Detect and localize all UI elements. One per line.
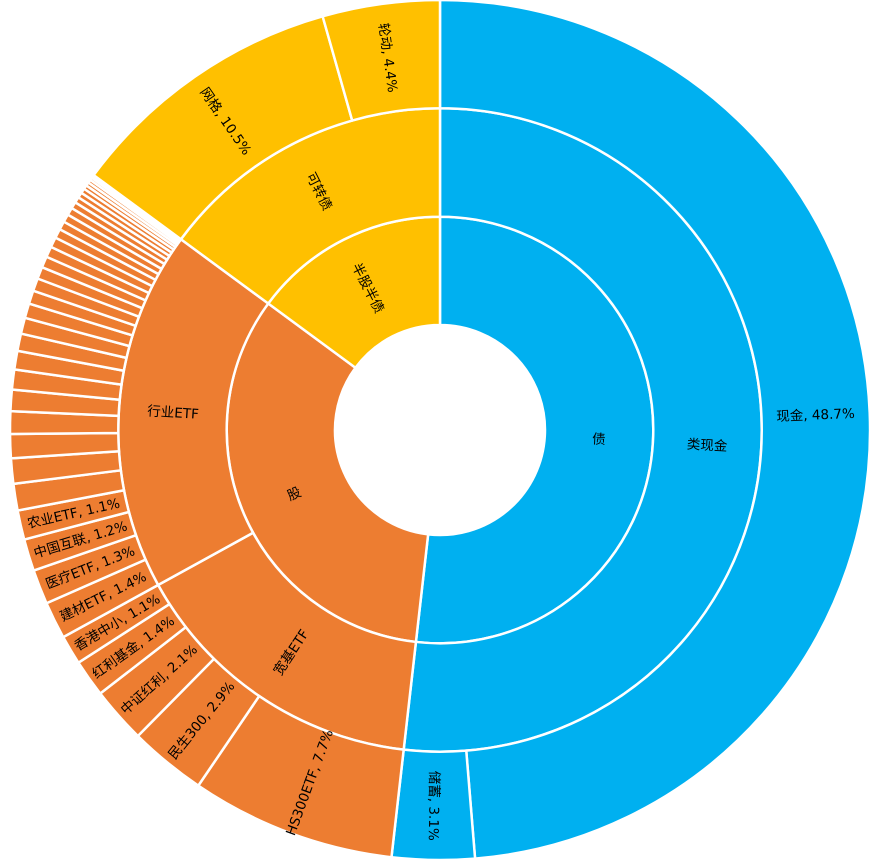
sunburst-slice-savings — [390, 748, 477, 861]
sunburst-slice-rotation — [321, 0, 442, 122]
sunburst-slice-cash — [438, 0, 872, 860]
